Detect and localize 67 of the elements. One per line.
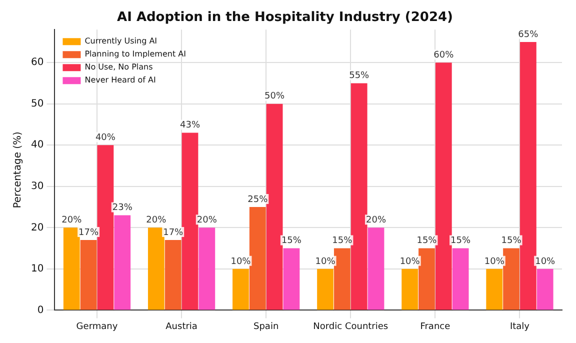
bar xyxy=(486,268,503,310)
legend-label: Never Heard of AI xyxy=(84,76,156,85)
bar xyxy=(368,228,384,310)
data-label: 20% xyxy=(196,216,218,226)
x-tick-label: Spain xyxy=(254,322,279,332)
y-tick-label: 50 xyxy=(30,98,44,110)
bar xyxy=(63,228,80,310)
data-label: 65% xyxy=(518,30,539,40)
data-label: 10% xyxy=(230,256,252,267)
legend-label: Planning to Implement AI xyxy=(84,50,186,59)
bar xyxy=(520,42,536,310)
data-label: 23% xyxy=(112,203,133,214)
bar xyxy=(350,83,368,310)
bar xyxy=(266,104,283,310)
data-label: 17% xyxy=(163,228,184,238)
x-tick-label: France xyxy=(420,322,451,332)
y-tick-label: 60 xyxy=(30,57,44,68)
bar xyxy=(80,240,97,310)
data-label: 20% xyxy=(62,216,82,226)
chart-title: AI Adoption in the Hospitality Industry (2024) xyxy=(117,10,453,26)
bar xyxy=(148,228,164,310)
data-label: 40% xyxy=(95,132,116,143)
y-tick-label: 40 xyxy=(30,140,44,151)
data-label: 50% xyxy=(264,92,285,102)
bar xyxy=(232,268,249,310)
y-tick-label: 0 xyxy=(37,304,44,316)
bar xyxy=(283,248,300,310)
bar xyxy=(503,248,520,310)
data-label: 10% xyxy=(535,256,556,267)
x-tick-label: Nordic Countries xyxy=(313,322,388,332)
x-tick-label: Italy xyxy=(510,322,530,332)
data-label: 25% xyxy=(248,194,268,205)
y-tick-label: 20 xyxy=(30,222,44,234)
data-label: 20% xyxy=(146,216,167,226)
data-label: 10% xyxy=(400,256,420,267)
bar xyxy=(334,248,350,310)
data-label: 10% xyxy=(484,256,505,267)
data-label: 55% xyxy=(349,71,370,82)
y-axis-title: Percentage (%) xyxy=(12,131,24,208)
data-label: 15% xyxy=(332,236,353,246)
bar xyxy=(198,228,216,310)
bar xyxy=(114,215,131,310)
legend-label: Currently Using AI xyxy=(84,36,158,46)
bar xyxy=(97,145,114,310)
data-label: 15% xyxy=(281,236,302,246)
data-label: 15% xyxy=(416,236,438,246)
data-label: 15% xyxy=(501,236,522,246)
bar xyxy=(536,268,554,310)
bar xyxy=(402,268,418,310)
y-tick-label: 10 xyxy=(30,264,44,275)
bar xyxy=(418,248,435,310)
x-tick-label: Germany xyxy=(76,322,118,332)
y-tick-label: 30 xyxy=(30,181,44,192)
data-label: 60% xyxy=(434,50,454,60)
bar xyxy=(435,62,452,310)
data-label: 20% xyxy=(366,216,386,226)
data-label: 17% xyxy=(78,228,99,238)
legend-label: No Use, No Plans xyxy=(84,62,153,72)
x-tick-label: Austria xyxy=(166,322,198,332)
bar xyxy=(317,268,334,310)
data-label: 43% xyxy=(180,120,200,131)
bar xyxy=(249,207,266,310)
bar xyxy=(164,240,182,310)
data-label: 15% xyxy=(450,236,471,246)
bar xyxy=(452,248,469,310)
data-label: 10% xyxy=(315,256,336,267)
bar xyxy=(182,132,198,310)
